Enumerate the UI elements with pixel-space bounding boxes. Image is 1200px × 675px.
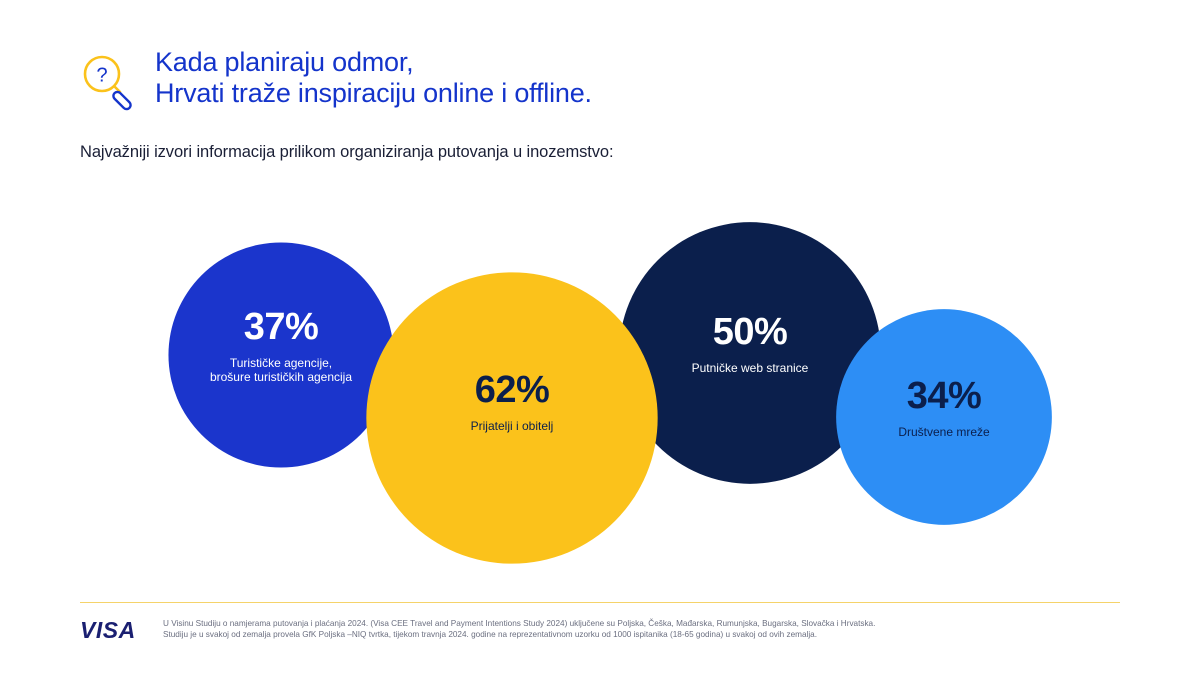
value-label-agencies: 37%: [244, 306, 319, 348]
bubble-social: [836, 309, 1052, 525]
visa-logo: VISA: [80, 617, 136, 643]
category-label-agencies: Turističke agencije,: [230, 356, 332, 370]
category-label-social: Društvene mreže: [898, 425, 990, 439]
title-line-1: Kada planiraju odmor,: [155, 47, 414, 77]
bubble-web: [619, 222, 881, 484]
footnote-line-1: U Visinu Studiju o namjerama putovanja i…: [163, 619, 876, 628]
category-label-friends: Prijatelji i obitelj: [471, 419, 554, 433]
magnifier-question-icon: ?: [83, 55, 132, 111]
bubble-agencies: [168, 242, 394, 468]
value-label-friends: 62%: [475, 369, 550, 411]
title-line-2: Hrvati traže inspiraciju online i offlin…: [155, 78, 592, 108]
footer-divider: [80, 602, 1120, 603]
chart-subtitle: Najvažniji izvori informacija prilikom o…: [80, 143, 614, 161]
category-label-agencies: brošure turističkih agencija: [210, 370, 352, 384]
category-label-web: Putničke web stranice: [692, 361, 809, 375]
value-label-web: 50%: [713, 311, 788, 353]
page-title: Kada planiraju odmor, Hrvati traže inspi…: [155, 47, 592, 109]
footnote: U Visinu Studiju o namjerama putovanja i…: [163, 618, 875, 640]
bubble-friends: [366, 272, 658, 564]
footnote-line-2: Studiju je u svakoj od zemalja provela G…: [163, 630, 817, 639]
svg-text:?: ?: [96, 65, 107, 87]
value-label-social: 34%: [907, 375, 982, 417]
